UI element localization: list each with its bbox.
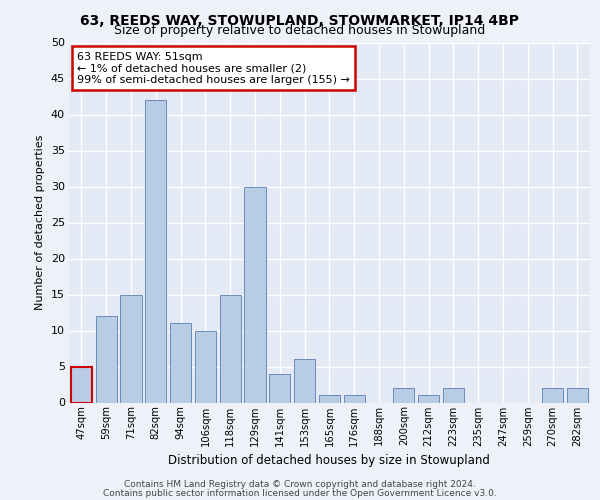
Text: 63, REEDS WAY, STOWUPLAND, STOWMARKET, IP14 4BP: 63, REEDS WAY, STOWUPLAND, STOWMARKET, I… — [80, 14, 520, 28]
X-axis label: Distribution of detached houses by size in Stowupland: Distribution of detached houses by size … — [169, 454, 490, 467]
Bar — [269, 374, 290, 402]
Text: Contains public sector information licensed under the Open Government Licence v3: Contains public sector information licen… — [103, 488, 497, 498]
Bar — [344, 396, 365, 402]
Bar — [319, 396, 340, 402]
Bar — [567, 388, 588, 402]
Bar — [95, 316, 117, 402]
Text: 63 REEDS WAY: 51sqm
← 1% of detached houses are smaller (2)
99% of semi-detached: 63 REEDS WAY: 51sqm ← 1% of detached hou… — [77, 52, 350, 84]
Bar — [71, 366, 92, 402]
Bar — [220, 294, 241, 403]
Bar — [542, 388, 563, 402]
Bar — [443, 388, 464, 402]
Bar — [170, 324, 191, 402]
Text: Size of property relative to detached houses in Stowupland: Size of property relative to detached ho… — [115, 24, 485, 37]
Bar — [195, 330, 216, 402]
Text: Contains HM Land Registry data © Crown copyright and database right 2024.: Contains HM Land Registry data © Crown c… — [124, 480, 476, 489]
Bar — [418, 396, 439, 402]
Bar — [294, 360, 315, 403]
Bar — [244, 186, 266, 402]
Bar — [121, 294, 142, 403]
Bar — [145, 100, 166, 402]
Bar — [393, 388, 415, 402]
Y-axis label: Number of detached properties: Number of detached properties — [35, 135, 45, 310]
